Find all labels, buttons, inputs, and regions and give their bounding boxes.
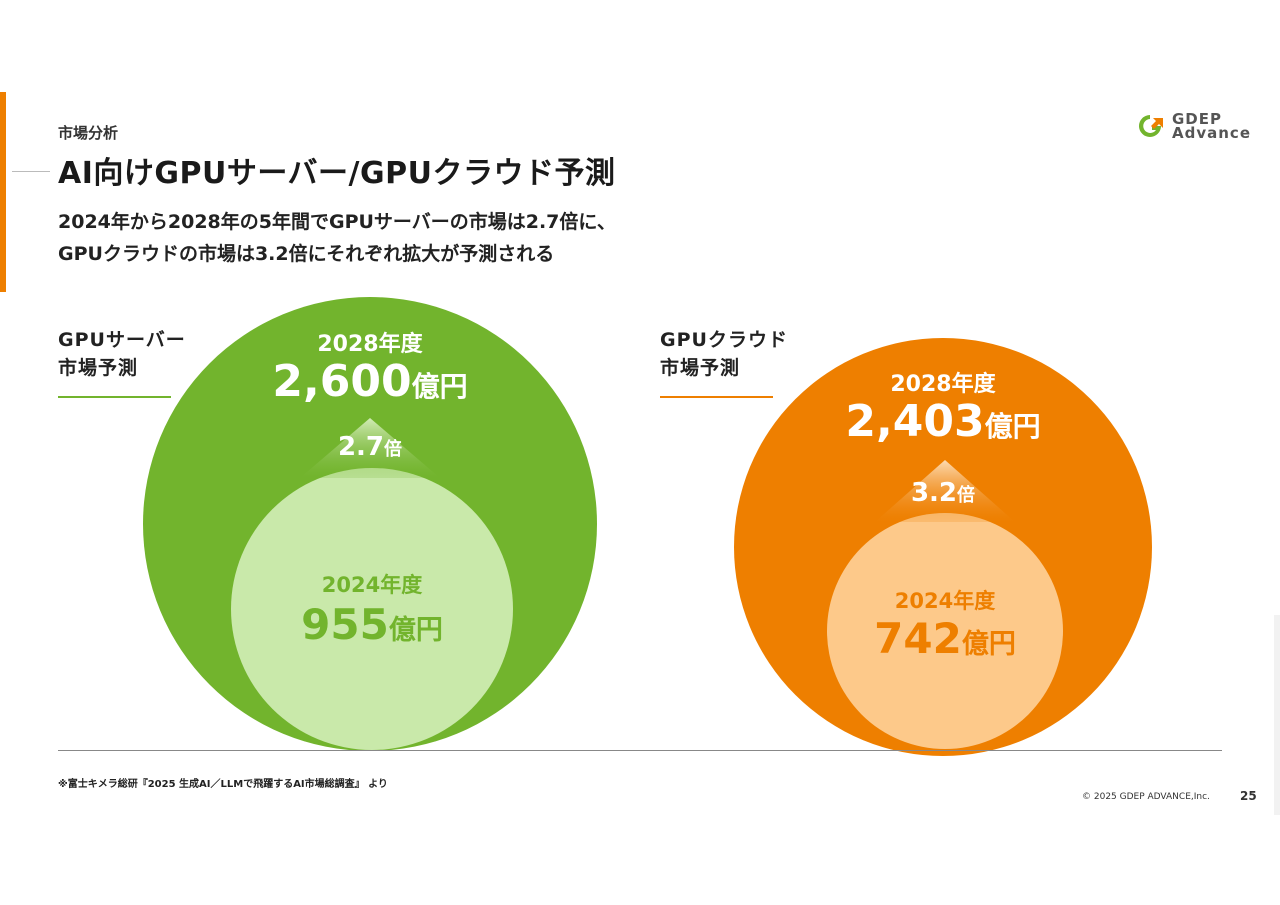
gpu-cloud-growth-arrow-icon [875,460,1015,522]
gpu-server-label-underline [58,396,171,398]
gpu-server-2028-unit: 億円 [411,370,468,403]
gpu-server-2024-value: 955 [301,600,389,649]
gpu-server-2024-circle [231,468,513,750]
section-label: 市場分析 [58,124,119,142]
gpu-cloud-2028-unit: 億円 [984,410,1041,443]
chart-baseline [58,750,1222,751]
source-footnote: ※富士キメラ総研『2025 生成AI／LLMで飛躍するAI市場総調査』 より [58,779,388,790]
gpu-cloud-2028-amount: 2,403億円 [793,396,1093,447]
gpu-cloud-2024-value: 742 [874,614,962,663]
gpu-server-2028-value: 2,600 [272,356,412,407]
gpu-server-2028-amount: 2,600億円 [220,356,520,407]
gpu-cloud-2028-value: 2,403 [845,396,985,447]
slide-title: AI向けGPUサーバー/GPUクラウド予測 [58,156,616,191]
gpu-cloud-label-underline [660,396,773,398]
gpu-server-growth-arrow-icon [300,418,440,478]
gpu-server-multiplier: 2.7倍 [300,432,440,462]
title-rule [12,171,50,172]
gpu-server-multiplier-value: 2.7 [337,432,385,462]
gpu-cloud-multiplier: 3.2倍 [873,478,1013,508]
gpu-server-2024-unit: 億円 [388,615,443,646]
gpu-server-label-line-1: GPUサーバー [58,329,186,351]
page-number: 25 [1240,789,1257,803]
gpu-cloud-2024-year: 2024年度 [894,589,996,613]
subtitle-line-2: GPUクラウドの市場は3.2倍にそれぞれ拡大が予測される [58,243,555,265]
gpu-cloud-multiplier-value: 3.2 [910,478,958,508]
gpu-server-2028-year: 2028年度 [317,332,423,357]
gpu-cloud-2024-circle [827,513,1063,749]
subtitle-line-1: 2024年から2028年の5年間でGPUサーバーの市場は2.7倍に、 [58,211,616,233]
gpu-cloud-multiplier-unit: 倍 [957,485,976,506]
copyright: © 2025 GDEP ADVANCE,Inc. [1082,792,1210,802]
gdep-logo-icon [1139,115,1163,137]
gpu-cloud-label: GPUクラウド 市場予測 [660,326,788,382]
gpu-server-2024-amount: 955億円 [222,600,522,649]
logo-text: GDEP Advance [1172,110,1251,142]
gpu-cloud-2024-unit: 億円 [961,629,1016,660]
gpu-cloud-label-line-1: GPUクラウド [660,329,788,351]
gpu-server-2024-year: 2024年度 [321,573,423,597]
gpu-server-label-line-2: 市場予測 [58,357,139,379]
gpu-cloud-2028-year: 2028年度 [890,372,996,397]
gpu-server-label: GPUサーバー 市場予測 [58,326,186,382]
logo-line-1: GDEP [1172,110,1223,128]
accent-bar [0,92,6,292]
gpu-cloud-2024-amount: 742億円 [795,614,1095,663]
side-shadow [1274,615,1280,815]
gpu-server-multiplier-unit: 倍 [384,439,403,460]
logo-line-2: Advance [1172,124,1251,142]
gpu-cloud-label-line-2: 市場予測 [660,357,741,379]
subtitle: 2024年から2028年の5年間でGPUサーバーの市場は2.7倍に、 GPUクラ… [58,206,616,270]
